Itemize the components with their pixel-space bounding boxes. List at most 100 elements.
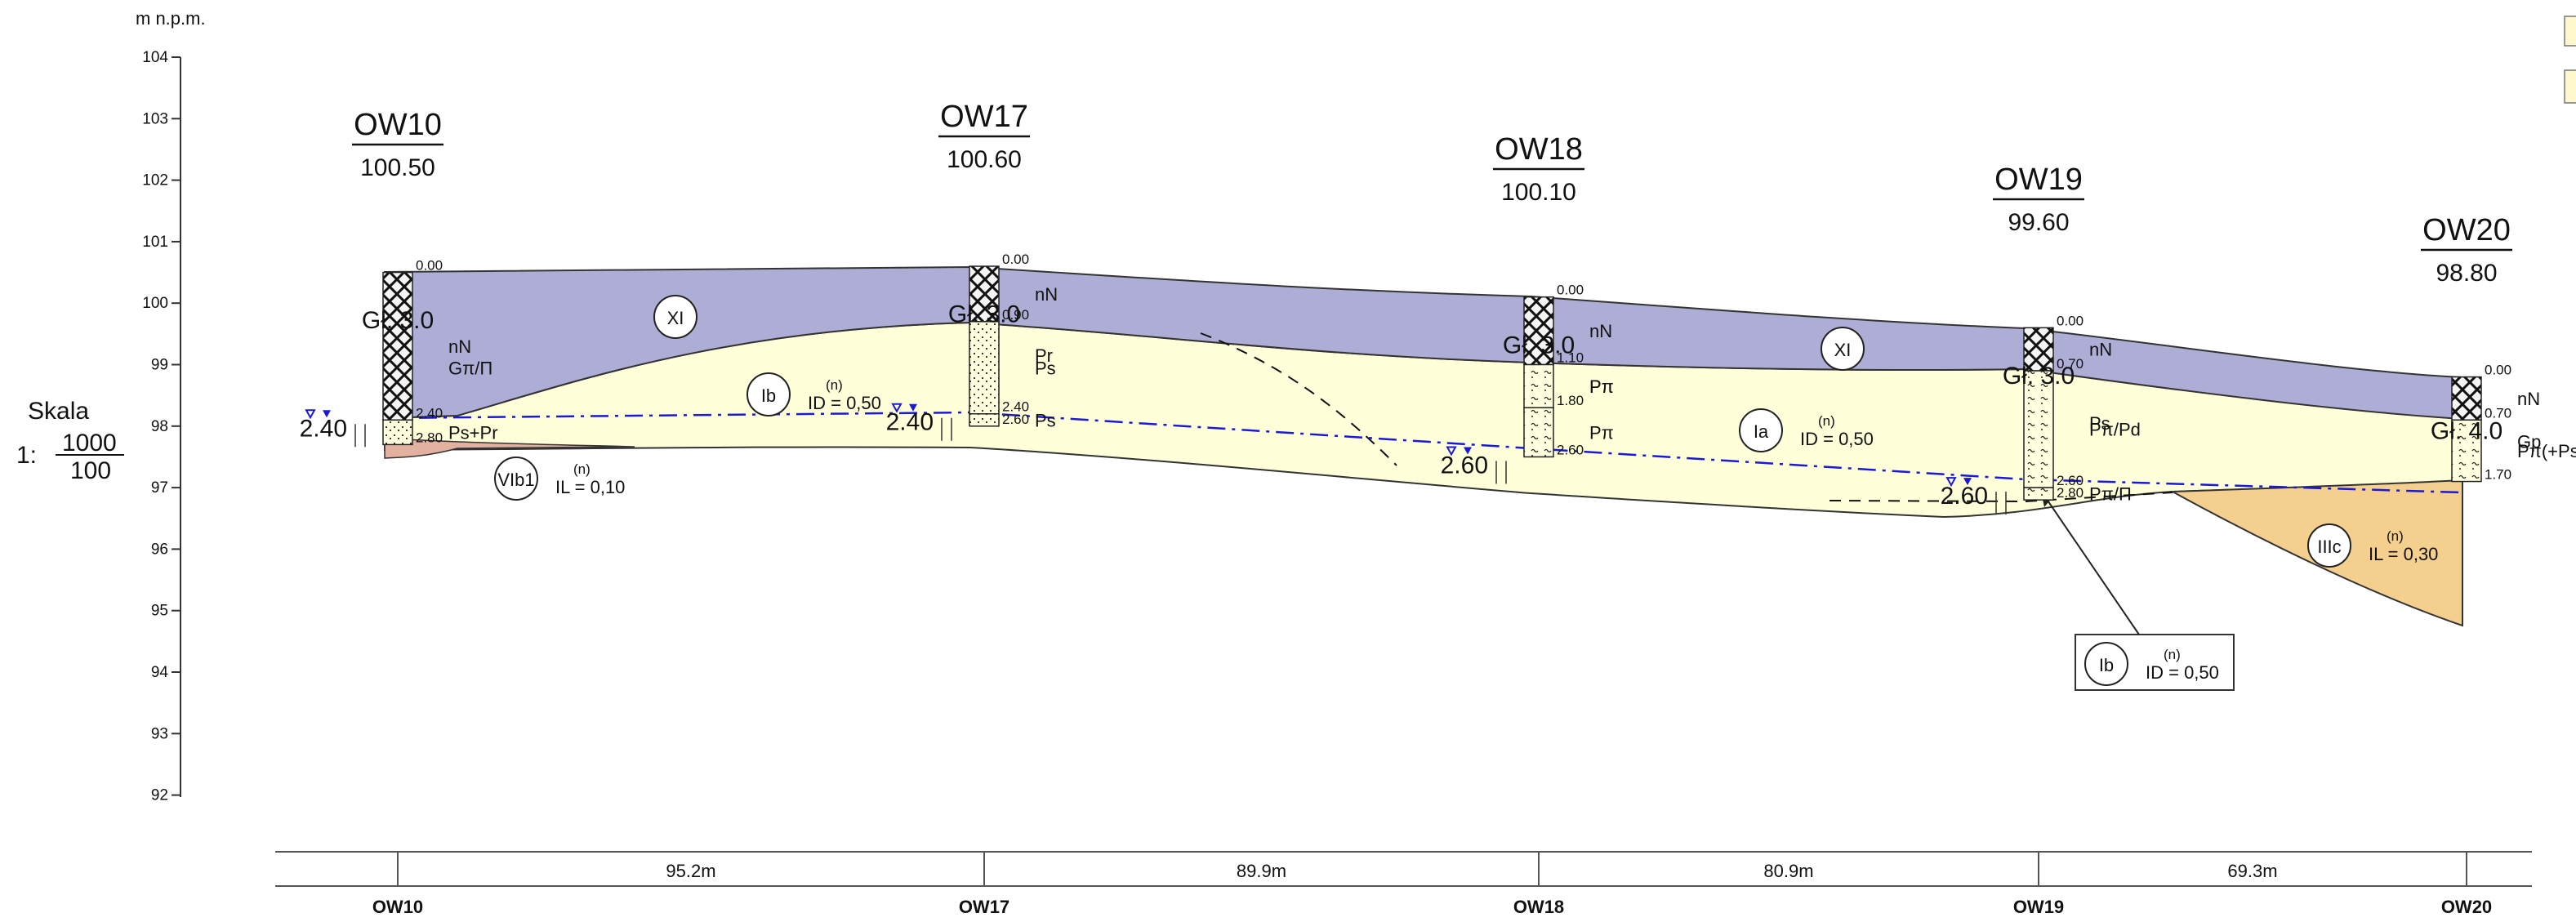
borehole-name: OW19 xyxy=(1994,163,2083,197)
depth-mark: 2.40 xyxy=(416,405,443,421)
depth-mark: 0.00 xyxy=(1557,283,1584,298)
borehole-elevation: 99.60 xyxy=(2008,209,2069,236)
water-level-value: 2.40 xyxy=(886,409,934,436)
boreholes: OW10 100.50 nN Ps+Pr Gπ/Π 0.00 2.40 2.80 Gł. 3.0… xyxy=(300,100,2576,515)
axis-tick-label: 101 xyxy=(142,234,168,251)
layer-code: Ps xyxy=(1035,410,1056,430)
zone-xi: XI xyxy=(1821,327,1865,371)
depth-mark: 0.70 xyxy=(2485,405,2511,421)
borehole-segment xyxy=(969,412,1000,427)
zone-id: VIb1 xyxy=(497,470,534,490)
borehole-segment xyxy=(382,271,413,421)
fill-layer-polygon xyxy=(384,265,2463,421)
depth-mark: 0.00 xyxy=(2057,313,2084,328)
depth-mark: 1.10 xyxy=(1557,350,1584,366)
borehole-depth: Gł. 3.0 xyxy=(948,301,1020,328)
zone-id: XI xyxy=(1834,340,1852,360)
scale-denominator: 100 xyxy=(70,457,111,484)
axis-tick-label: 103 xyxy=(142,110,168,127)
borehole-segment xyxy=(2023,370,2054,488)
borehole-name: OW10 xyxy=(354,108,442,142)
zone-parameter: ID = 0,50 xyxy=(1800,429,1874,449)
axis-tick-label: 102 xyxy=(142,172,168,189)
axis-tick-label: 100 xyxy=(142,295,168,312)
depth-mark: 2.80 xyxy=(2057,485,2084,501)
zone-vib1: VIb1 IL = 0,10(n) xyxy=(494,457,625,501)
layer-code: Pπ xyxy=(1589,376,1614,397)
scale-block: Skala 1: 1000 100 xyxy=(16,398,124,484)
depth-mark: 0.00 xyxy=(416,258,443,274)
layer-code: nN xyxy=(1035,284,1058,305)
segment-distance: 95.2m xyxy=(666,861,715,881)
zone-id: Ib xyxy=(761,385,776,406)
borehole-depth: Gł. 3.0 xyxy=(2003,363,2075,390)
borehole-name: OW20 xyxy=(2422,213,2511,247)
zone-id: XI xyxy=(667,308,684,328)
water-level-value: 2.60 xyxy=(1941,483,1988,510)
borehole-segment xyxy=(1523,407,1554,458)
borehole-segment xyxy=(382,419,413,446)
borehole-elevation: 100.60 xyxy=(947,146,1022,173)
layer-code: Ps+Pr xyxy=(448,422,498,443)
layer-code: Pπ(+Ps xyxy=(2517,441,2576,461)
lower-boundary-dashed xyxy=(1829,492,2173,503)
borehole-segment xyxy=(969,321,1000,415)
zone-parameter-superscript: (n) xyxy=(826,377,843,393)
axis-tick-label: 104 xyxy=(142,49,168,66)
layer-code: Ps xyxy=(2089,413,2110,434)
zone-ib: Ib ID = 0,50(n) xyxy=(2040,490,2235,691)
depth-mark: 2.80 xyxy=(416,430,443,445)
borehole-segment xyxy=(2451,419,2482,483)
layer-code: Pπ/Π xyxy=(2089,484,2132,505)
layer-code: Pπ xyxy=(1589,376,1614,397)
zone-parameter: IL = 0,10 xyxy=(555,477,625,497)
layer-code: nN xyxy=(448,336,471,357)
layer-code: Pr xyxy=(1035,345,1053,366)
axis-unit-label: m n.p.m. xyxy=(136,8,206,29)
scale-prefix: 1: xyxy=(16,442,37,469)
layer-code: Pπ xyxy=(1589,422,1614,443)
zone-parameter-superscript: (n) xyxy=(573,461,591,477)
zone-marker xyxy=(2307,523,2351,568)
borehole-ow19: OW1999.60nNPπ/PdPπ/ΠPs0.000.702.602.80Gł… xyxy=(1941,163,2141,515)
depth-mark: 0.00 xyxy=(2485,363,2511,378)
axis-tick-label: 95 xyxy=(151,603,168,620)
zone-marker xyxy=(747,372,791,416)
borehole-elevation: 100.50 xyxy=(360,154,435,181)
depth-mark: 2.60 xyxy=(2057,473,2084,488)
peat-lens-polygon xyxy=(384,438,635,459)
axis-tick-label: 96 xyxy=(151,541,168,558)
zone-marker xyxy=(2084,642,2128,686)
borehole-segment xyxy=(2023,487,2054,501)
zone-marker xyxy=(494,457,538,501)
borehole-ow10: OW10 100.50 nN Ps+Pr Gπ/Π 0.00 2.40 2.80 Gł. 3.0… xyxy=(300,108,498,448)
axis-tick-label: 97 xyxy=(151,479,168,497)
zone-iiic: IIIc IL = 0,30(n) xyxy=(2307,523,2438,568)
depth-mark: 0.90 xyxy=(1002,307,1029,323)
borehole-name: OW18 xyxy=(1495,132,1583,167)
zone-xi: XI xyxy=(653,295,697,339)
station-label: OW10 xyxy=(372,897,423,917)
scale-title: Skala xyxy=(28,398,89,425)
depth-mark: 2.40 xyxy=(1002,399,1029,415)
zone-marker xyxy=(653,295,697,339)
station-label: OW19 xyxy=(2013,897,2064,917)
scale-numerator: 1000 xyxy=(62,430,117,457)
borehole-segment xyxy=(1523,363,1554,408)
zone-marker xyxy=(1821,327,1865,371)
axis-tick-label: 94 xyxy=(151,664,169,681)
layer-code: Gπ/Π xyxy=(448,358,492,378)
axis-tick-label: 92 xyxy=(151,787,168,804)
depth-mark: 1.80 xyxy=(1557,393,1584,408)
legend-partial xyxy=(2564,16,2576,104)
layer-code: nN xyxy=(2517,389,2540,409)
borehole-segment xyxy=(1523,296,1554,366)
water-level-value: 2.40 xyxy=(300,415,347,442)
borehole-elevation: 98.80 xyxy=(2436,260,2497,287)
depth-mark: 0.70 xyxy=(2057,356,2084,372)
zone-id: Ib xyxy=(2099,655,2114,675)
axis-tick-label: 99 xyxy=(151,357,168,374)
